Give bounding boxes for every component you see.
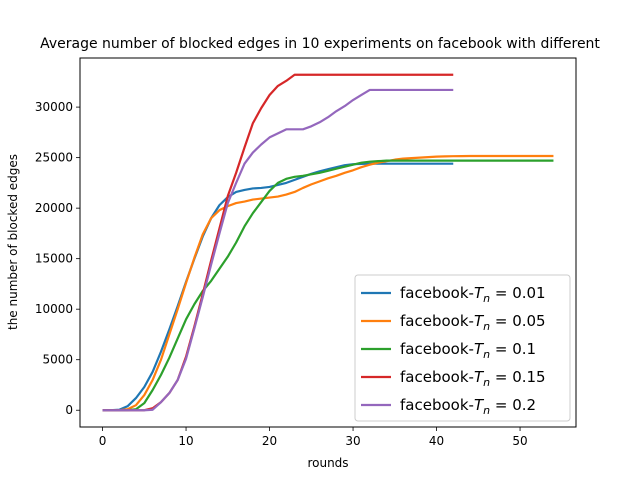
series-line-4 <box>102 88 454 412</box>
x-tick-label: 20 <box>262 434 277 448</box>
legend-label-4: facebook-Tn = 0.2 <box>400 396 536 417</box>
x-axis: 0 10 20 30 40 50 <box>99 427 528 448</box>
series-line-0 <box>102 162 454 412</box>
x-tick-label: 10 <box>178 434 193 448</box>
y-tick-label: 30000 <box>35 100 73 114</box>
legend-box <box>354 274 571 422</box>
x-tick-label: 40 <box>429 434 444 448</box>
legend-label-0: facebook-Tn = 0.01 <box>400 284 546 305</box>
x-tick-label: 30 <box>345 434 360 448</box>
x-tick-label: 0 <box>99 434 107 448</box>
series-lines <box>102 73 554 412</box>
chart-title: Average number of blocked edges in 10 ex… <box>40 36 600 52</box>
legend-label-3: facebook-Tn = 0.15 <box>400 368 546 389</box>
y-axis-label: the number of blocked edges <box>6 154 20 330</box>
plot-area-frame <box>79 57 577 428</box>
y-tick-label: 0 <box>65 403 73 417</box>
x-axis-label: rounds <box>307 456 348 470</box>
legend: facebook-Tn = 0.01 facebook-Tn = 0.05 face… <box>354 274 571 422</box>
legend-label-2: facebook-Tn = 0.1 <box>400 340 536 361</box>
y-tick-label: 15000 <box>35 252 73 266</box>
series-line-1 <box>102 154 554 412</box>
y-tick-label: 5000 <box>42 353 73 367</box>
y-tick-label: 10000 <box>35 302 73 316</box>
y-axis: 0 5000 10000 15000 20000 25000 30000 <box>35 100 80 417</box>
y-tick-label: 20000 <box>35 201 73 215</box>
legend-label-1: facebook-Tn = 0.05 <box>400 312 546 333</box>
series-line-2 <box>102 159 554 412</box>
x-tick-label: 50 <box>512 434 527 448</box>
y-tick-label: 25000 <box>35 151 73 165</box>
